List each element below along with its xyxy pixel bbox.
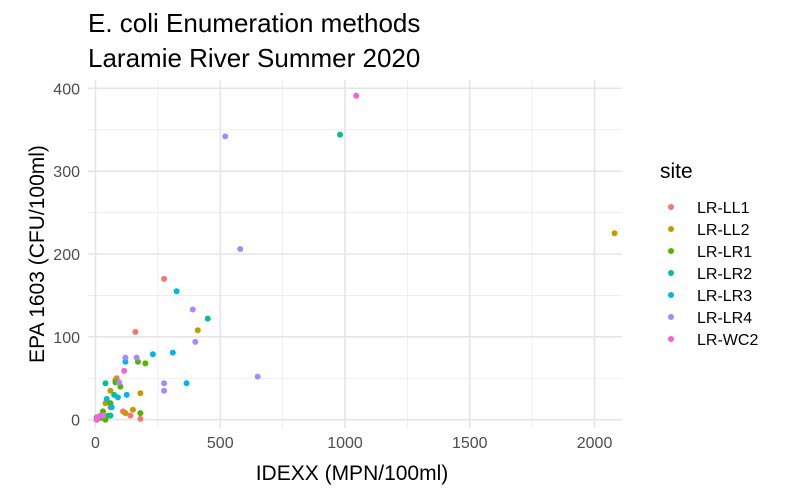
- y-tick-label: 100: [53, 330, 80, 347]
- chart-title: E. coli Enumeration methods Laramie Rive…: [88, 8, 420, 73]
- data-point: [137, 390, 144, 397]
- legend-label: LR-LR3: [697, 288, 752, 305]
- data-point: [337, 131, 344, 138]
- data-point: [127, 412, 134, 419]
- data-point: [107, 412, 114, 419]
- y-tick-labels: 0 100 200 300 400: [53, 81, 80, 429]
- legend-label: LR-LR1: [697, 244, 752, 261]
- data-point: [133, 354, 140, 361]
- data-point: [114, 394, 121, 401]
- y-tick-label: 300: [53, 164, 80, 181]
- legend-key: [668, 314, 674, 320]
- y-axis-label: EPA 1603 (CFU/100ml): [26, 145, 49, 363]
- data-point: [123, 391, 130, 398]
- data-point: [173, 288, 180, 295]
- data-point: [194, 327, 201, 334]
- data-point: [103, 396, 110, 402]
- data-point: [237, 246, 244, 253]
- data-point: [132, 328, 139, 335]
- y-tick-label: 200: [53, 247, 80, 264]
- x-tick-label: 0: [91, 435, 100, 452]
- data-point: [161, 275, 168, 282]
- data-point: [102, 380, 109, 387]
- data-point: [137, 415, 144, 422]
- legend-key: [668, 336, 674, 342]
- data-point: [122, 410, 129, 417]
- legend-label: LR-LR4: [697, 310, 752, 327]
- legend-label: LR-LL1: [697, 200, 750, 217]
- data-point: [189, 306, 196, 313]
- data-point: [137, 410, 144, 417]
- data-point: [183, 380, 190, 387]
- x-tick-label: 2000: [577, 435, 613, 452]
- x-tick-label: 1500: [452, 435, 488, 452]
- data-point: [121, 367, 128, 374]
- legend: site LR-LL1 LR-LL2 LR-LR1 LR-LR2 LR-LR3 LR-LR…: [660, 160, 758, 349]
- x-axis-label: IDEXX (MPN/100ml): [256, 462, 449, 485]
- chart-title-line-2: Laramie River Summer 2020: [88, 43, 420, 73]
- legend-key: [668, 204, 674, 210]
- x-tick-label: 1000: [327, 435, 363, 452]
- data-point: [192, 338, 199, 345]
- data-point: [142, 360, 149, 367]
- data-point: [108, 404, 115, 411]
- x-tick-labels: 0 500 1000 1500 2000: [91, 435, 612, 452]
- data-point: [122, 358, 129, 365]
- legend-label: LR-LR2: [697, 266, 752, 283]
- data-point: [107, 387, 114, 394]
- data-point: [122, 354, 129, 361]
- data-point: [169, 349, 176, 356]
- legend-label: LR-WC2: [697, 332, 758, 349]
- data-points: [93, 92, 618, 423]
- chart-title-line-1: E. coli Enumeration methods: [88, 8, 420, 38]
- legend-key: [668, 292, 674, 298]
- legend-label: LR-LL2: [697, 222, 750, 239]
- data-point: [611, 230, 618, 237]
- legend-key: [668, 270, 674, 276]
- legend-key: [668, 226, 674, 232]
- data-point: [222, 133, 229, 140]
- legend-key: [668, 248, 674, 254]
- data-point: [254, 373, 261, 380]
- y-tick-label: 0: [71, 413, 80, 430]
- grid: [88, 80, 622, 428]
- data-point: [93, 416, 100, 423]
- data-point: [161, 380, 168, 387]
- y-tick-label: 400: [53, 81, 80, 98]
- data-point: [204, 315, 211, 322]
- data-point: [116, 379, 123, 386]
- x-tick-label: 500: [207, 435, 234, 452]
- data-point: [97, 412, 104, 419]
- data-point: [149, 351, 156, 358]
- data-point: [353, 92, 360, 99]
- legend-title: site: [660, 160, 693, 183]
- data-point: [161, 387, 168, 394]
- data-point: [129, 406, 136, 413]
